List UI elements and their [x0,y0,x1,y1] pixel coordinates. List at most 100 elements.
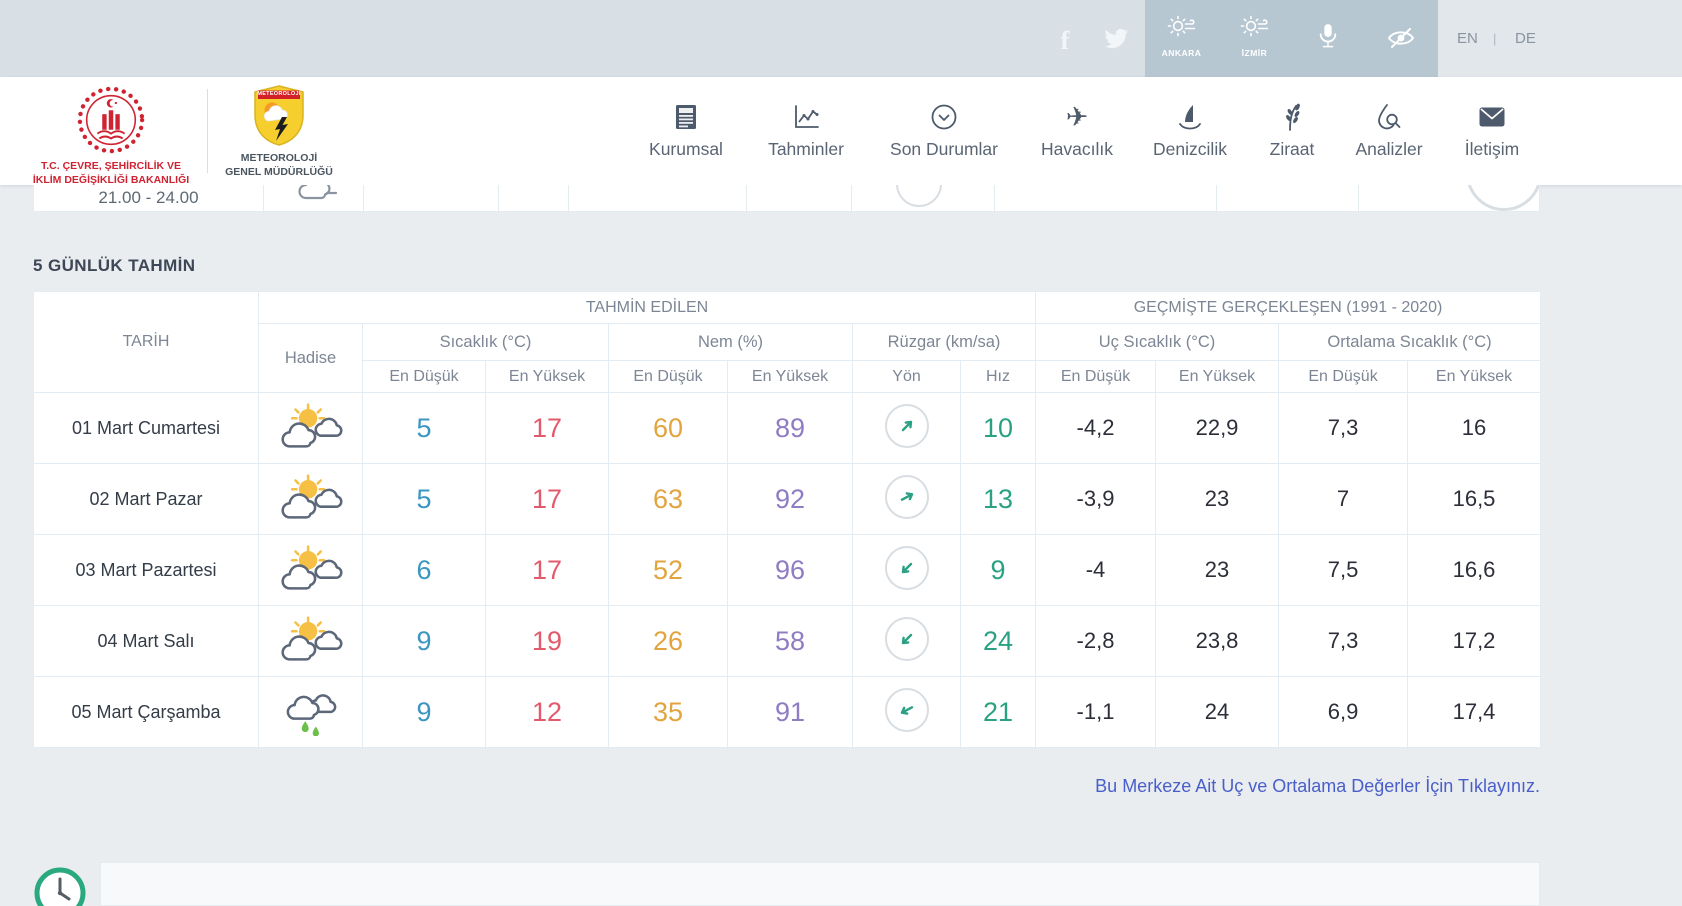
logo-divider [207,89,208,173]
wind-direction-indicator [885,404,929,448]
topbar: f ANKARA İZMİR [0,0,1682,77]
section-title: 5 GÜNLÜK TAHMİN [33,256,195,276]
twitter-icon[interactable] [1101,28,1131,58]
sub-header-nem: Nem (%) [609,324,853,361]
extreme-low-value: -2,8 [1036,606,1156,677]
windy-weather-icon [1240,13,1270,41]
nav-item-havacilik[interactable]: ✈ Havacılık [1022,101,1132,160]
gauge-circle-partial [1466,185,1540,211]
average-low-value: 7 [1279,464,1408,535]
nav-item-iletisim[interactable]: İletişim [1442,101,1542,160]
airplane-icon: ✈ [1022,101,1132,133]
weather-condition-icon [279,614,343,664]
accessibility-eye-slash-icon[interactable] [1364,26,1437,55]
temp-high-value: 17 [486,393,609,464]
col-header-yon: Yön [853,361,961,393]
wind-speed-value: 13 [961,464,1036,535]
average-high-value: 17,2 [1408,606,1541,677]
wind-direction-indicator [885,688,929,732]
line-chart-icon [748,101,864,133]
weather-condition-icon [279,401,343,451]
ministry-logo[interactable]: T.C. ÇEVRE, ŞEHİRCİLİK VE İKLİM DEĞİŞİKL… [25,85,197,187]
col-header-ext-low: En Düşük [1036,361,1156,393]
group-header-past: GEÇMİŞTE GERÇEKLEŞEN (1991 - 2020) [1036,292,1541,324]
temp-high-value: 17 [486,535,609,606]
nav-item-tahminler[interactable]: Tahminler [748,101,864,160]
col-header-avg-low: En Düşük [1279,361,1408,393]
hum-high-value: 89 [728,393,853,464]
wind-direction-indicator [885,617,929,661]
hum-low-value: 63 [609,464,728,535]
col-header-temp-low: En Düşük [363,361,486,393]
nav-item-kurumsal[interactable]: Kurumsal [631,101,741,160]
microphone-icon[interactable] [1291,22,1364,57]
hourly-time-range: 21.00 - 24.00 [34,185,263,212]
wind-speed-value: 9 [961,535,1036,606]
weather-widget-panel: ANKARA İZMİR [1145,0,1438,77]
col-header-avg-high: En Yüksek [1408,361,1541,393]
bottom-panel-partial [100,862,1540,906]
weather-condition-icon [279,472,343,522]
lang-separator: | [1493,0,1496,77]
facebook-icon[interactable]: f [1050,26,1080,56]
city-widget-label: İZMİR [1218,48,1291,58]
nav-item-denizcilik[interactable]: Denizcilik [1135,101,1245,160]
clock-icon [33,866,87,906]
mgm-name-line2: GENEL MÜDÜRLÜĞÜ [217,166,341,180]
hum-low-value: 35 [609,677,728,748]
col-header-hiz: Hız [961,361,1036,393]
nav-label: İletişim [1442,139,1542,160]
lang-en[interactable]: EN [1457,0,1478,77]
nav-label: Ziraat [1252,139,1332,160]
extreme-low-value: -4 [1036,535,1156,606]
forecast-date: 03 Mart Pazartesi [34,535,259,606]
forecast-row: 05 Mart Çarşamba 9 12 35 91 21 -1,1 24 6… [34,677,1541,748]
wind-speed-value: 24 [961,606,1036,677]
hum-high-value: 96 [728,535,853,606]
hum-low-value: 52 [609,535,728,606]
wind-direction-indicator [885,475,929,519]
average-low-value: 6,9 [1279,677,1408,748]
city-widget-izmir[interactable]: İZMİR [1218,13,1291,58]
nav-item-son-durumlar[interactable]: Son Durumlar [874,101,1014,160]
wind-direction-indicator [885,546,929,590]
chevron-down-circle-icon [874,101,1014,133]
sub-header-ortalama-sicaklik: Ortalama Sıcaklık (°C) [1279,324,1541,361]
weather-condition-icon [279,543,343,593]
hum-high-value: 58 [728,606,853,677]
five-day-forecast-table: TARİH TAHMİN EDİLEN GEÇMİŞTE GERÇEKLEŞEN… [33,291,1541,748]
wheat-icon [1252,101,1332,133]
average-high-value: 17,4 [1408,677,1541,748]
extreme-high-value: 22,9 [1156,393,1279,464]
city-widget-ankara[interactable]: ANKARA [1145,13,1218,58]
wind-speed-value: 10 [961,393,1036,464]
col-header-temp-high: En Yüksek [486,361,609,393]
col-header-hum-high: En Yüksek [728,361,853,393]
city-widget-label: ANKARA [1145,48,1218,58]
temp-low-value: 6 [363,535,486,606]
page: f ANKARA İZMİR [0,0,1682,906]
hum-low-value: 26 [609,606,728,677]
mgm-shield-banner-text: METEOROLOJİ [252,91,306,97]
mgm-logo[interactable]: METEOROLOJİ METEOROLOJİ GENEL MÜDÜRLÜĞÜ [217,85,341,179]
sub-header-ruzgar: Rüzgar (km/sa) [853,324,1036,361]
nav-label: Denizcilik [1135,139,1245,160]
nav-item-analizler[interactable]: Analizler [1339,101,1439,160]
extreme-high-value: 24 [1156,677,1279,748]
average-high-value: 16,5 [1408,464,1541,535]
envelope-icon [1442,101,1542,133]
sub-header-sicaklik: Sıcaklık (°C) [363,324,609,361]
temp-low-value: 9 [363,677,486,748]
document-icon [631,101,741,133]
windy-weather-icon [1167,13,1197,41]
lang-de[interactable]: DE [1515,0,1536,77]
center-extremes-link[interactable]: Bu Merkeze Ait Uç ve Ortalama Değerler İ… [1095,776,1540,797]
nav-label: Kurumsal [631,139,741,160]
col-header-ext-high: En Yüksek [1156,361,1279,393]
temp-high-value: 12 [486,677,609,748]
nav-item-ziraat[interactable]: Ziraat [1252,101,1332,160]
nav-label: Analizler [1339,139,1439,160]
wind-speed-value: 21 [961,677,1036,748]
average-high-value: 16,6 [1408,535,1541,606]
nav-label: Son Durumlar [874,139,1014,160]
